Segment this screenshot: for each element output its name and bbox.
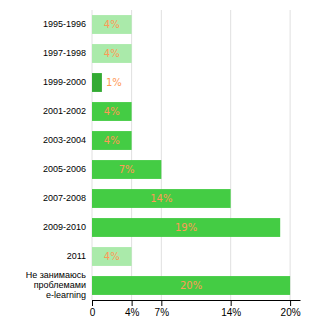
x-tick-label: 20% (281, 307, 301, 318)
data-label: 4% (104, 48, 120, 59)
x-tick-mark (290, 300, 291, 306)
bar (92, 276, 290, 295)
x-tick-mark (92, 300, 93, 306)
bar (92, 160, 161, 179)
x-tick: 20% (281, 300, 301, 318)
bar (92, 189, 231, 208)
data-label: 20% (180, 280, 202, 291)
x-tick-label: 4% (125, 307, 140, 318)
y-tick: 2009-2010 (43, 222, 86, 232)
y-tick-label: 2009-2010 (43, 222, 86, 232)
data-label: 4% (104, 106, 120, 117)
data-label: 19% (175, 222, 197, 233)
bars (92, 15, 290, 295)
x-tick: 7% (155, 300, 170, 318)
bar (92, 15, 132, 34)
grid-line (230, 10, 231, 300)
y-tick-label: 2005-2006 (43, 164, 86, 174)
y-tick: 2001-2002 (43, 106, 86, 116)
bar (92, 44, 132, 63)
y-tick: 1999-2000 (43, 77, 86, 87)
x-axis-line (93, 300, 301, 301)
bar (92, 102, 132, 121)
y-tick-label: Не занимаюсьпроблемамиe-learning (26, 270, 87, 300)
x-tick-mark (161, 300, 162, 306)
x-tick-mark (231, 300, 232, 306)
y-axis: 1995-1996 1997-1998 1999-2000 2001-2002 2003… (26, 19, 87, 300)
bar (92, 247, 132, 266)
grid-line (290, 10, 291, 300)
data-label: 1% (106, 77, 122, 88)
data-label: 14% (150, 193, 172, 204)
bar (92, 73, 102, 92)
data-label: 4% (104, 135, 120, 146)
y-tick-label: 2001-2002 (43, 106, 86, 116)
data-label: 4% (104, 251, 120, 262)
x-axis: 0 4% 7% 14% 20% (90, 300, 301, 318)
y-tick: Не занимаюсьпроблемамиe-learning (26, 270, 87, 300)
y-tick: 1997-1998 (43, 48, 86, 58)
y-tick-label: 1995-1996 (43, 19, 86, 29)
grid (92, 10, 290, 300)
y-tick: 2003-2004 (43, 135, 86, 145)
y-tick: 2011 (67, 251, 86, 261)
x-tick: 4% (125, 300, 140, 318)
y-tick-label: 1997-1998 (43, 48, 86, 58)
x-tick-label: 7% (155, 307, 170, 318)
x-tick: 0 (90, 300, 96, 318)
data-labels: 4% 4% 1% 4% 4% 7% 14% 19% 4% 20% (104, 19, 202, 291)
x-tick-label: 0 (90, 307, 96, 318)
y-tick-label: 2007-2008 (43, 193, 86, 203)
data-label: 4% (104, 19, 120, 30)
bar (92, 218, 280, 237)
data-label: 7% (119, 164, 135, 175)
y-tick-label: 2011 (67, 251, 86, 261)
x-tick: 14% (221, 300, 241, 318)
y-tick: 2007-2008 (43, 193, 86, 203)
x-tick-label: 14% (221, 307, 241, 318)
bar (92, 131, 132, 150)
y-tick: 2005-2006 (43, 164, 86, 174)
y-tick-label: 2003-2004 (43, 135, 86, 145)
y-tick-label: 1999-2000 (43, 77, 86, 87)
grid-line (161, 10, 162, 300)
y-tick: 1995-1996 (43, 19, 86, 29)
chart: 0 4% 7% 14% 20% 1995-1996 1997-1998 1999-2000 20… (0, 0, 316, 324)
plot: 0 4% 7% 14% 20% 1995-1996 1997-1998 1999-2000 20… (26, 10, 301, 318)
x-tick-mark (132, 300, 133, 306)
